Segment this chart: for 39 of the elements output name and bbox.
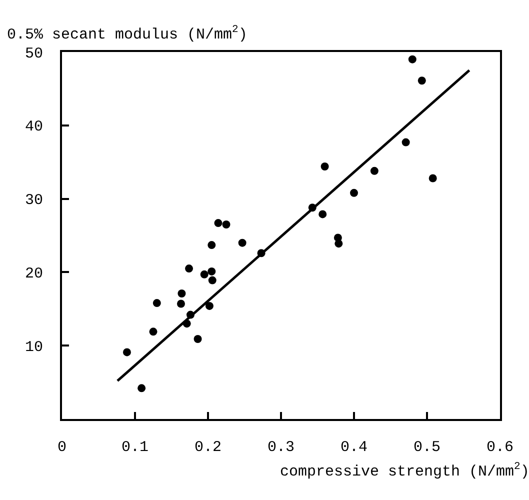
point (408, 55, 416, 64)
x-axis-title: compressive strength (N/mm$^{2}$) (280, 461, 529, 480)
x-tick-label: 0.5 (413, 439, 441, 456)
x-tick-label: 0 (57, 439, 67, 456)
y-tick-label: 40 (24, 118, 43, 136)
y-tick-label: 50 (24, 45, 43, 62)
x-tick-label: 0.3 (267, 439, 295, 456)
y-tick-label: 10 (24, 338, 43, 356)
point (178, 289, 186, 298)
point (205, 302, 214, 310)
point (238, 238, 246, 247)
point (176, 300, 185, 308)
x-tick-label: 0.4 (340, 439, 368, 456)
point (428, 174, 437, 182)
point (214, 219, 222, 228)
y-axis-title: 0.5% secant modulus (N/mm$^{2}$) (7, 24, 248, 44)
point (208, 267, 216, 276)
y-tick-label: 20 (24, 265, 43, 282)
x-tick-label: 0.2 (194, 439, 222, 456)
point (185, 264, 194, 273)
point (222, 220, 230, 228)
point (200, 270, 208, 278)
point (152, 299, 161, 308)
point (149, 328, 158, 336)
point (194, 334, 202, 343)
point (138, 384, 146, 392)
point (122, 348, 131, 356)
x-tick-label: 0.6 (486, 439, 514, 456)
point (418, 76, 426, 85)
point (370, 166, 378, 175)
point (208, 241, 216, 250)
point (402, 138, 410, 146)
point (334, 240, 343, 248)
point (350, 188, 358, 197)
point (208, 276, 216, 284)
y-tick-label: 30 (24, 192, 43, 210)
point (318, 210, 327, 218)
x-tick-label: 0.1 (121, 439, 149, 456)
point (320, 162, 329, 170)
